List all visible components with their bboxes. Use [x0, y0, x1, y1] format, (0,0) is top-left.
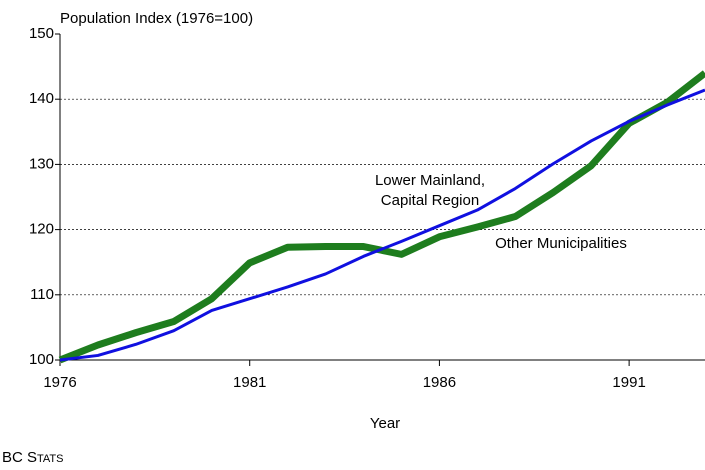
- y-tick-label: 150: [29, 25, 54, 42]
- series-label: Lower Mainland,: [375, 172, 485, 189]
- series-label: Capital Region: [381, 192, 479, 209]
- y-tick-label: 130: [29, 155, 54, 172]
- x-tick-label: 1986: [423, 374, 456, 391]
- footer: BC Stats: [2, 449, 64, 466]
- y-tick-label: 120: [29, 221, 54, 238]
- series-label: Other Municipalities: [495, 235, 627, 252]
- y-axis-title: Population Index (1976=100): [60, 10, 253, 27]
- series-line: [58, 70, 705, 364]
- y-tick-label: 110: [30, 286, 54, 303]
- x-tick-label: 1981: [233, 374, 266, 391]
- x-tick-label: 1976: [43, 374, 76, 391]
- y-tick-label: 100: [29, 351, 54, 368]
- x-tick-label: 1991: [612, 374, 645, 391]
- y-tick-label: 140: [29, 90, 54, 107]
- series-line: [59, 88, 705, 362]
- x-axis-title: Year: [370, 415, 400, 432]
